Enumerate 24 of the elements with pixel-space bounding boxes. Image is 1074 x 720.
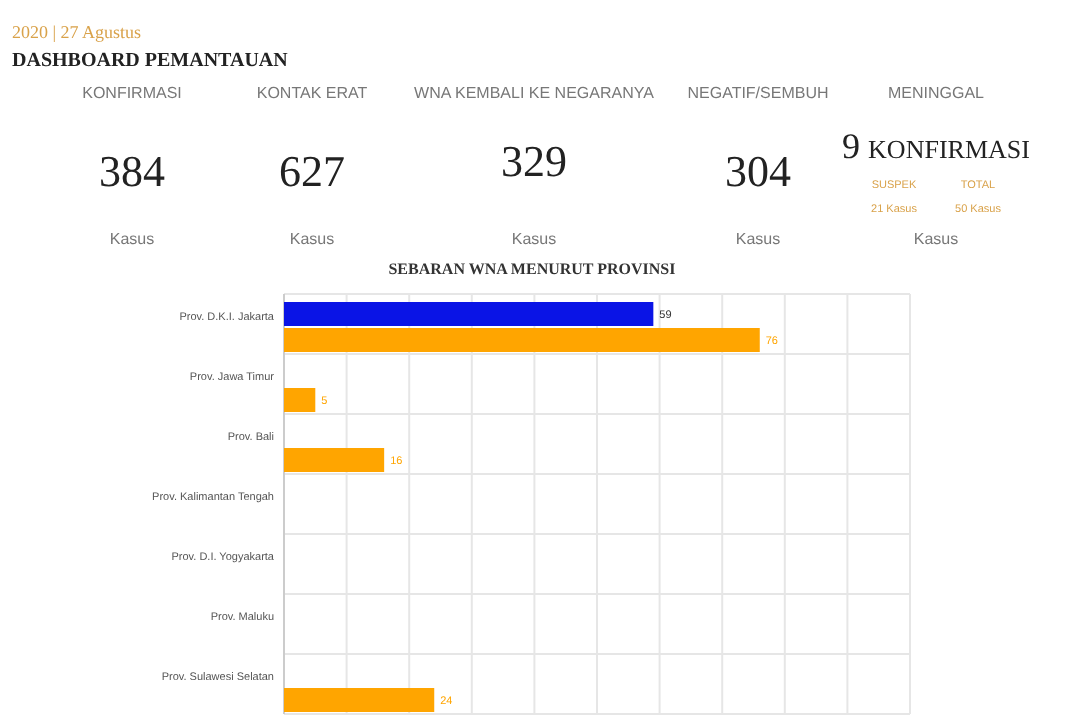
- bar: [284, 448, 385, 472]
- data-label: 329: [501, 136, 567, 186]
- data-label: 627: [279, 146, 345, 196]
- text: DASHBOARD PEMANTAUAN: [12, 50, 290, 72]
- category-label: WNA KEMBALI KE NEGARANYA: [414, 84, 656, 102]
- text: Kasus: [735, 230, 781, 248]
- text: 2020 | 27 Agustus: [12, 22, 143, 42]
- text: Kasus: [289, 230, 335, 248]
- bar: [284, 688, 435, 712]
- text: Kasus: [913, 230, 959, 248]
- text: KONFIRMASI: [868, 134, 1030, 164]
- text: Kasus: [109, 230, 155, 248]
- bar: [284, 328, 760, 352]
- data-label: 9: [842, 126, 861, 166]
- category-label: KONFIRMASI: [82, 84, 182, 102]
- data-label: 304: [725, 146, 791, 196]
- category-label: MENINGGAL: [887, 84, 986, 102]
- text: Kasus: [511, 230, 557, 248]
- chart-title: SEBARAN WNA MENURUT PROVINSI: [388, 260, 676, 278]
- data-label: 384: [99, 146, 165, 196]
- bar: [284, 388, 316, 412]
- category-label: KONTAK ERAT: [256, 84, 368, 102]
- category-label: NEGATIF/SEMBUH: [687, 84, 829, 102]
- bar: [284, 302, 654, 326]
